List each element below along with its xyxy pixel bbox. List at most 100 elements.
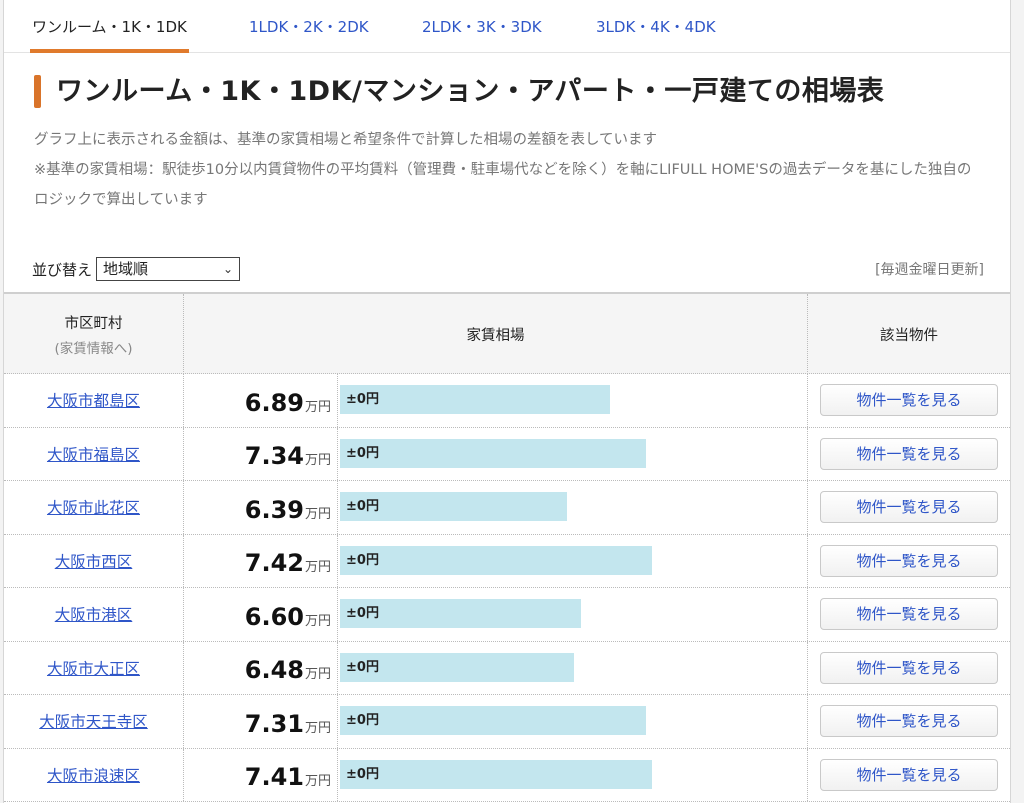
listing-cell: 物件一覧を見る — [808, 374, 1010, 427]
area-link[interactable]: 大阪市福島区 — [46, 445, 140, 464]
heading-accent-bar — [34, 75, 41, 108]
price-diff: ±0円 — [346, 766, 379, 782]
price-cell: 7.31 万円 — [184, 695, 338, 748]
bar-cell: ±0円 — [338, 534, 808, 587]
bar-cell: ±0円 — [338, 588, 808, 641]
header-area-label: 市区町村 — [64, 315, 123, 332]
listing-cell: 物件一覧を見る — [808, 428, 1010, 481]
price-cell: 6.48 万円 — [184, 641, 338, 694]
view-listings-button[interactable]: 物件一覧を見る — [820, 758, 998, 791]
price-cell: 7.34 万円 — [184, 427, 338, 480]
header-rent-label: 家賃相場 — [466, 327, 525, 344]
price-unit: 万円 — [304, 613, 331, 629]
bar-cell: ±0円 — [338, 427, 808, 480]
listing-cell: 物件一覧を見る — [808, 642, 1010, 695]
rent-bar — [340, 759, 652, 789]
price-cell: 7.42 万円 — [184, 534, 338, 587]
rent-bar — [340, 385, 610, 414]
description-line-1: グラフ上に表示される金額は、基準の家賃相場と希望条件で計算した相場の差額を表して… — [34, 132, 658, 148]
area-link[interactable]: 大阪市此花区 — [46, 499, 140, 518]
area-cell: 大阪市此花区 — [4, 481, 184, 534]
area-link[interactable]: 大阪市港区 — [54, 606, 133, 625]
area-link[interactable]: 大阪市都島区 — [46, 392, 140, 411]
view-listings-button[interactable]: 物件一覧を見る — [820, 651, 998, 684]
area-link[interactable]: 大阪市浪速区 — [46, 766, 140, 785]
rent-bar — [340, 545, 652, 575]
price-unit: 万円 — [304, 399, 331, 415]
price-unit: 万円 — [304, 667, 331, 682]
header-area: 市区町村 (家賃情報へ) — [4, 294, 184, 374]
table-row: 大阪市西区 7.42 万円 ±0円 物件一覧を見る — [4, 534, 1010, 588]
price-unit: 万円 — [304, 453, 331, 468]
description: グラフ上に表示される金額は、基準の家賃相場と希望条件で計算した相場の差額を表して… — [34, 125, 984, 215]
rent-price: 6.60 — [244, 602, 304, 631]
rent-table: 市区町村 (家賃情報へ) 家賃相場 該当物件 大阪市都島区 6.89 万円 ±0円 物件… — [4, 292, 1010, 802]
table-row: 大阪市此花区 6.39 万円 ±0円 物件一覧を見る — [4, 481, 1010, 535]
tab-1room-1k-1dk[interactable]: ワンルーム・1K・1DK — [30, 18, 189, 53]
price-diff: ±0円 — [346, 606, 379, 621]
update-note: [毎週金曜日更新] — [875, 262, 984, 278]
area-cell: 大阪市都島区 — [4, 374, 184, 427]
rent-bar — [340, 706, 646, 735]
listing-cell: 物件一覧を見る — [808, 535, 1010, 588]
bar-cell: ±0円 — [338, 695, 808, 748]
rent-price: 7.31 — [244, 709, 304, 738]
header-area-sub: (家賃情報へ) — [54, 340, 133, 357]
tab-1ldk-2k-2dk[interactable]: 1LDK・2K・2DK — [249, 18, 369, 36]
tab-2ldk-3k-3dk[interactable]: 2LDK・3K・3DK — [422, 18, 542, 36]
rent-price: 6.48 — [244, 656, 304, 684]
bar-cell: ±0円 — [338, 641, 808, 694]
price-unit: 万円 — [304, 560, 331, 575]
area-cell: 大阪市天王寺区 — [4, 695, 184, 748]
rent-bar — [340, 652, 574, 682]
header-rent: 家賃相場 — [184, 294, 808, 374]
rent-price: 6.39 — [244, 495, 304, 524]
header-listings-label: 該当物件 — [880, 327, 938, 344]
table-row: 大阪市天王寺区 7.31 万円 ±0円 物件一覧を見る — [4, 695, 1010, 749]
price-cell: 6.39 万円 — [184, 481, 338, 534]
area-cell: 大阪市大正区 — [4, 641, 184, 694]
table-header: 市区町村 (家賃情報へ) 家賃相場 該当物件 — [4, 292, 1010, 374]
view-listings-button[interactable]: 物件一覧を見る — [820, 598, 998, 631]
price-diff: ±0円 — [346, 499, 379, 514]
page-title: ワンルーム・1K・1DK/マンション・アパート・一戸建ての相場表 — [56, 76, 885, 107]
layout-tabs: ワンルーム・1K・1DK 1LDK・2K・2DK 2LDK・3K・3DK 3LD… — [4, 0, 1010, 53]
bar-cell: ±0円 — [338, 481, 808, 534]
area-cell: 大阪市港区 — [4, 588, 184, 641]
price-diff: ±0円 — [346, 445, 379, 461]
rent-price: 7.34 — [244, 442, 304, 470]
price-diff: ±0円 — [346, 659, 379, 675]
price-diff: ±0円 — [346, 552, 379, 568]
listing-cell: 物件一覧を見る — [808, 481, 1010, 534]
sort-control: 並び替え 地域順 ⌄ — [32, 257, 241, 281]
chevron-down-icon: ⌄ — [222, 262, 234, 276]
price-cell: 7.41 万円 — [184, 748, 338, 801]
table-row: 大阪市福島区 7.34 万円 ±0円 物件一覧を見る — [4, 427, 1010, 481]
rent-bar — [340, 492, 567, 521]
listing-cell: 物件一覧を見る — [808, 588, 1010, 641]
table-row: 大阪市都島区 6.89 万円 ±0円 物件一覧を見る — [4, 374, 1010, 428]
rent-price: 6.89 — [244, 388, 304, 417]
price-unit: 万円 — [304, 720, 331, 736]
listing-cell: 物件一覧を見る — [808, 749, 1010, 802]
view-listings-button[interactable]: 物件一覧を見る — [820, 384, 998, 417]
area-link[interactable]: 大阪市西区 — [54, 552, 133, 571]
price-unit: 万円 — [304, 774, 331, 789]
rent-table-panel: ワンルーム・1K・1DK 1LDK・2K・2DK 2LDK・3K・3DK 3LD… — [3, 0, 1011, 803]
rent-bar — [340, 438, 646, 468]
view-listings-button[interactable]: 物件一覧を見る — [820, 705, 998, 738]
area-cell: 大阪市西区 — [4, 534, 184, 587]
rent-bar — [340, 599, 581, 628]
price-cell: 6.60 万円 — [184, 588, 338, 641]
table-row: 大阪市浪速区 7.41 万円 ±0円 物件一覧を見る — [4, 748, 1010, 802]
view-listings-button[interactable]: 物件一覧を見る — [820, 491, 998, 524]
area-link[interactable]: 大阪市大正区 — [46, 659, 140, 678]
tab-3ldk-4k-4dk[interactable]: 3LDK・4K・4DK — [596, 18, 716, 36]
view-listings-button[interactable]: 物件一覧を見る — [820, 437, 998, 470]
area-link[interactable]: 大阪市天王寺区 — [39, 713, 148, 732]
sort-select[interactable]: 地域順 ⌄ — [96, 257, 241, 281]
view-listings-button[interactable]: 物件一覧を見る — [820, 544, 998, 577]
table-row: 大阪市大正区 6.48 万円 ±0円 物件一覧を見る — [4, 641, 1010, 695]
listing-cell: 物件一覧を見る — [808, 695, 1010, 748]
price-diff: ±0円 — [346, 392, 379, 407]
